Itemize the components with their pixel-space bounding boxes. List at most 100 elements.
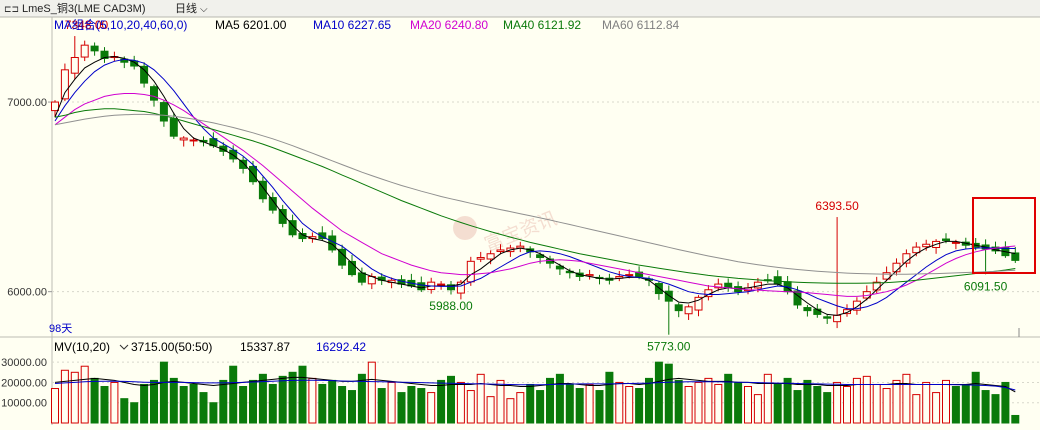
volume-bar bbox=[882, 388, 891, 424]
candle-body bbox=[278, 209, 287, 224]
volume-bar bbox=[981, 390, 990, 424]
candle-body bbox=[694, 296, 703, 311]
volume-bar bbox=[496, 379, 505, 424]
candle-body bbox=[912, 246, 921, 254]
annotation-label: 7348.00 bbox=[65, 18, 109, 32]
volume-bar bbox=[951, 386, 960, 424]
volume-bar bbox=[615, 381, 624, 424]
volume-bar bbox=[140, 383, 149, 424]
volume-bar bbox=[150, 379, 158, 424]
volume-bar bbox=[169, 377, 178, 424]
volume-bar bbox=[308, 377, 317, 424]
volume-bar bbox=[704, 377, 713, 424]
volume-bar bbox=[219, 379, 228, 424]
volume-bar bbox=[654, 361, 663, 424]
candle-body bbox=[951, 241, 960, 244]
volume-bar bbox=[922, 381, 931, 424]
volume-bar bbox=[456, 381, 465, 424]
volume-bar bbox=[862, 375, 871, 424]
candle-body bbox=[51, 101, 59, 112]
candle-body bbox=[258, 180, 267, 200]
volume-bar bbox=[338, 386, 347, 424]
candle-body bbox=[90, 45, 99, 52]
volume-bar bbox=[843, 386, 851, 424]
candle-body bbox=[150, 86, 158, 101]
volume-bar bbox=[961, 383, 970, 424]
volume-legend: MV(10,20) 3715.00(50:50) 15337.87 16292.42 bbox=[54, 340, 366, 354]
volume-legend-item: 3715.00(50:50) bbox=[131, 340, 212, 354]
volume-bar bbox=[60, 369, 69, 424]
volume-bar bbox=[803, 379, 812, 424]
volume-bar bbox=[555, 373, 564, 424]
volume-bar bbox=[199, 392, 208, 424]
volume-bar bbox=[872, 383, 881, 424]
price-grid bbox=[48, 101, 1040, 293]
candle-body bbox=[239, 159, 248, 169]
candle-body bbox=[70, 56, 79, 74]
candle-body bbox=[843, 309, 851, 315]
volume-bar bbox=[714, 383, 723, 424]
volume-bar bbox=[476, 373, 485, 424]
chevron-down-icon[interactable]: ⌵ bbox=[200, 4, 208, 15]
volume-bar bbox=[902, 373, 911, 424]
ma-legend-item: MA60 6112.84 bbox=[602, 18, 679, 32]
link-icon[interactable]: ⊏⊐ bbox=[4, 4, 19, 14]
candle-body bbox=[922, 243, 931, 248]
price-tick-labels: 7000.00 6000.00 bbox=[7, 97, 47, 299]
volume-bar bbox=[407, 386, 416, 424]
volume-bar bbox=[575, 388, 584, 424]
volume-bar bbox=[437, 379, 446, 424]
candle-body bbox=[942, 238, 950, 241]
candle-body bbox=[496, 249, 505, 252]
highlight-box bbox=[972, 197, 1036, 274]
candle-body bbox=[635, 271, 644, 277]
ma-lines bbox=[54, 55, 1016, 316]
volume-bar bbox=[387, 381, 396, 424]
ma-legend-item: MA组合(5,10,20,40,60,0) bbox=[54, 17, 187, 32]
volume-tick-label: 10000.00 bbox=[1, 398, 47, 410]
volume-bar bbox=[357, 373, 366, 424]
candle-body bbox=[159, 102, 168, 122]
volume-bar bbox=[585, 383, 594, 424]
volume-legend-item: 16292.42 bbox=[316, 340, 366, 354]
volume-bar bbox=[189, 383, 198, 424]
price-tick-label: 7000.00 bbox=[7, 97, 47, 109]
ma-legend-item: MA40 6121.92 bbox=[503, 18, 581, 32]
candle-body bbox=[664, 290, 673, 302]
volume-bar bbox=[318, 383, 327, 424]
candle-body bbox=[318, 232, 327, 240]
period-selector[interactable]: 日线 bbox=[175, 1, 197, 15]
volume-bar bbox=[229, 365, 238, 424]
volume-bar bbox=[664, 363, 673, 424]
volume-bar bbox=[852, 377, 861, 424]
candle-body bbox=[437, 283, 446, 286]
candle-body bbox=[585, 274, 594, 277]
volume-bar bbox=[288, 371, 297, 424]
volume-bar bbox=[625, 386, 634, 424]
volume-bar bbox=[526, 383, 535, 424]
candle-body bbox=[674, 304, 683, 312]
volume-bar bbox=[912, 394, 921, 424]
candle-body bbox=[882, 272, 891, 280]
volume-bar bbox=[793, 390, 802, 424]
instrument-name: LmeS_铜3(LME CAD3M) bbox=[22, 1, 145, 15]
volume-tick-labels: 30000.00 20000.00 10000.00 bbox=[1, 357, 47, 410]
volume-bar bbox=[724, 373, 733, 424]
volume-bar bbox=[546, 377, 554, 424]
candle-body bbox=[348, 260, 356, 276]
candle-body bbox=[130, 60, 139, 67]
volume-bar bbox=[1001, 381, 1010, 424]
volume-bar bbox=[239, 386, 248, 424]
candle-body bbox=[773, 276, 782, 285]
volume-bar bbox=[536, 390, 545, 424]
chevron-down-icon bbox=[119, 344, 129, 350]
volume-bar bbox=[773, 383, 782, 424]
candle-body bbox=[219, 145, 228, 152]
volume-bar bbox=[684, 386, 693, 424]
candle-body bbox=[140, 65, 149, 84]
volume-bar bbox=[397, 392, 406, 424]
volume-bar bbox=[892, 379, 901, 424]
volume-bar bbox=[605, 371, 614, 424]
volume-bar bbox=[763, 373, 772, 424]
volume-bar bbox=[506, 398, 515, 424]
